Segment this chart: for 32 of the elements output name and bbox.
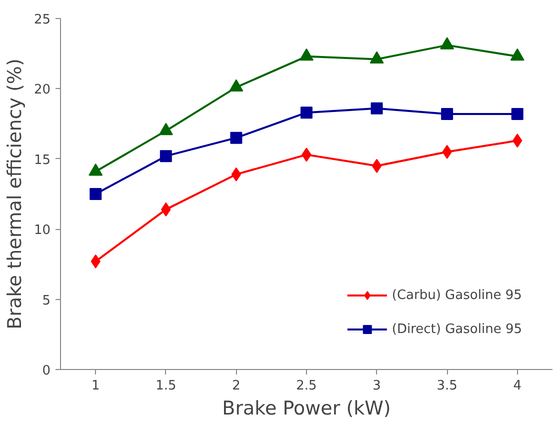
y-tick-label: 5 [42, 293, 51, 308]
point [511, 108, 524, 120]
x-tick-label: 3.5 [436, 378, 458, 394]
point [229, 79, 244, 92]
x-axis-title: Brake Power (kW) [222, 398, 391, 420]
x-tick-label: 3 [372, 378, 381, 394]
x-tick-label: 1.5 [156, 378, 176, 394]
point [510, 48, 524, 61]
y-tick-label: 10 [34, 223, 51, 238]
point [90, 188, 102, 200]
y-tick-label: 25 [34, 12, 51, 28]
y-axis-title: Brake thermal efficiency (%) [4, 58, 26, 330]
point [370, 51, 384, 64]
point [300, 48, 314, 61]
point [300, 106, 312, 119]
point [370, 102, 383, 114]
point [372, 158, 382, 173]
point [440, 37, 454, 50]
x-tick-label: 2 [232, 378, 240, 394]
x-tick-label: 1 [92, 378, 100, 394]
legend-label: (Direct) Gasoline 95 [392, 322, 522, 336]
legend-label: (Carbu) Gasoline 95 [392, 288, 522, 302]
point [160, 150, 172, 162]
point [230, 132, 242, 144]
y-tick-label: 20 [34, 82, 51, 98]
y-tick-label: 0 [42, 364, 51, 378]
x-tick-label: 2.5 [296, 378, 317, 394]
y-tick-label: 15 [34, 152, 51, 168]
point [158, 122, 173, 136]
x-tick-label: 4 [513, 378, 522, 394]
point [441, 108, 454, 120]
point [231, 167, 242, 182]
